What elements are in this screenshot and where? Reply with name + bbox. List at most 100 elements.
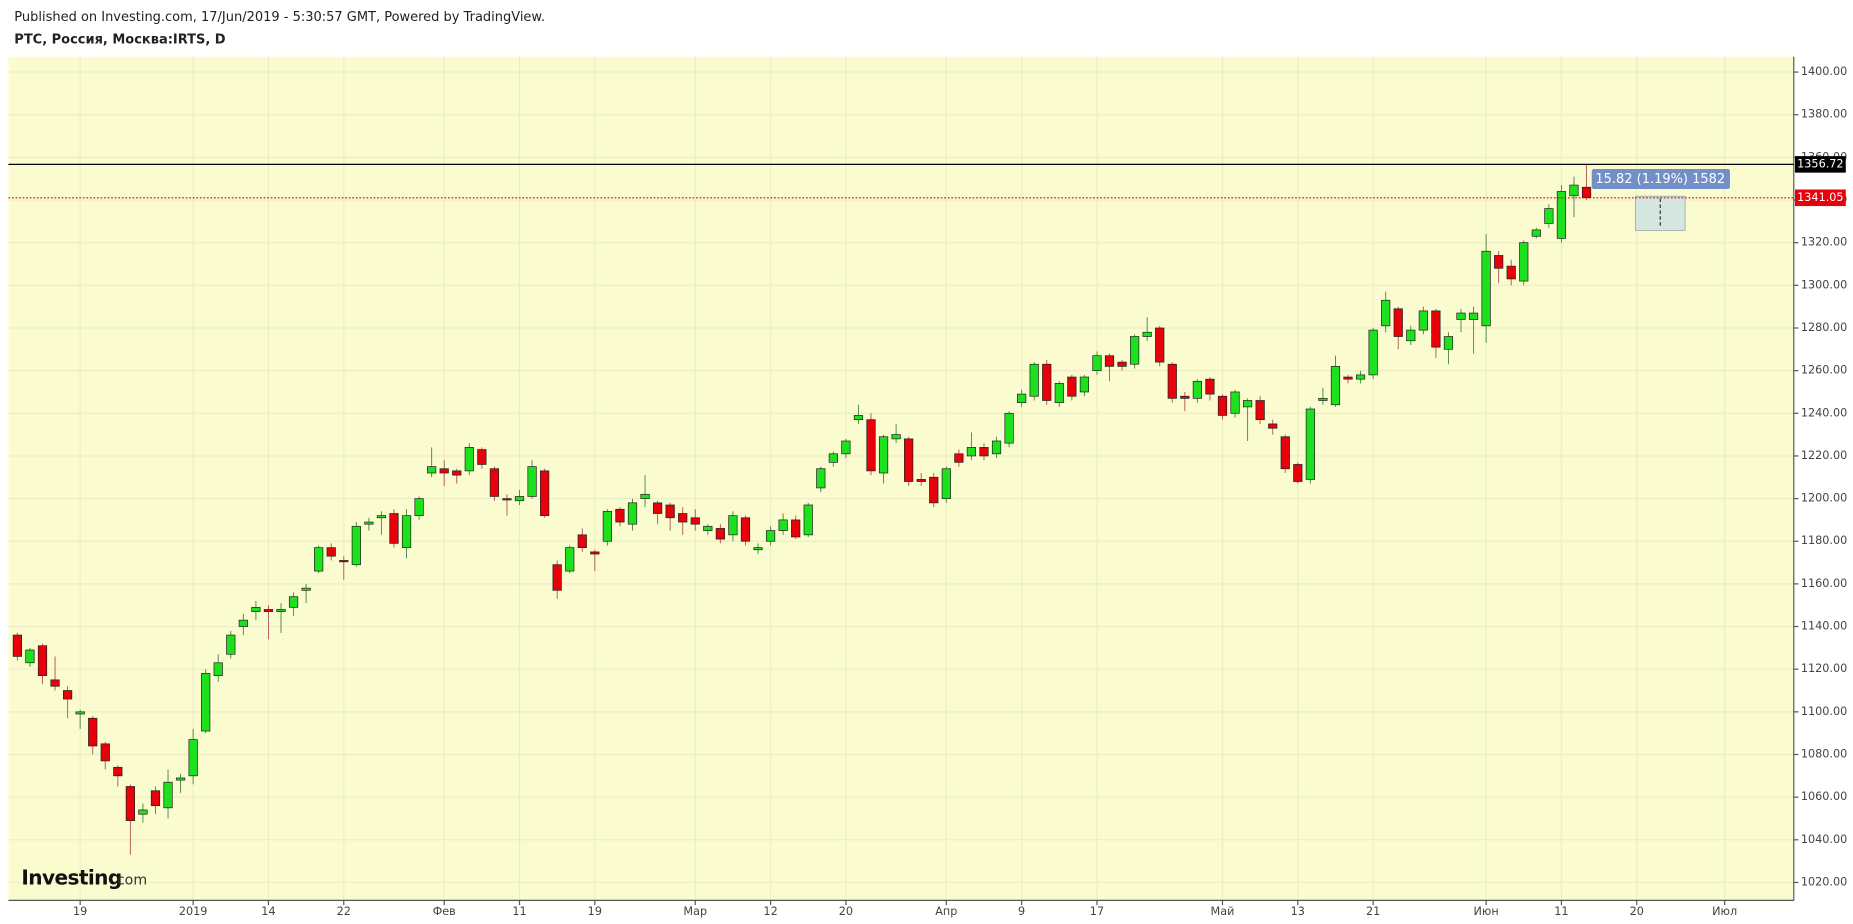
- candle-body: [452, 470, 462, 476]
- y-tick-label: 1160.00: [1801, 577, 1847, 590]
- candle-body: [590, 551, 600, 555]
- candle-body: [439, 468, 449, 474]
- high-price-label: 1356.72: [1797, 157, 1843, 170]
- candle-body: [401, 515, 412, 548]
- y-tick-label: 1380.00: [1801, 108, 1847, 121]
- y-tick-label: 1060.00: [1801, 790, 1847, 803]
- candle-body: [703, 525, 713, 531]
- candle-body: [1343, 376, 1353, 380]
- candle-body: [841, 440, 851, 455]
- candle-body: [979, 447, 989, 457]
- candle-body: [678, 513, 688, 523]
- candle-body: [263, 609, 274, 612]
- candle-body: [1581, 186, 1592, 199]
- candle-body: [1519, 242, 1529, 282]
- candle-body: [916, 479, 926, 482]
- logo-brand: Investing: [21, 866, 121, 890]
- plot-area: [8, 56, 1794, 901]
- y-tick-label: 1320.00: [1801, 236, 1847, 249]
- candle-body: [552, 564, 562, 591]
- candle-body: [1167, 363, 1177, 399]
- x-tick-label: 21: [1366, 905, 1380, 918]
- logo-suffix: .com: [112, 872, 147, 888]
- candle-body: [1494, 255, 1504, 269]
- y-tick-label: 1040.00: [1801, 833, 1847, 846]
- candle-body: [715, 528, 725, 540]
- candle-body: [376, 515, 387, 519]
- candle-body: [904, 438, 914, 482]
- candle-body: [640, 493, 650, 499]
- x-tick-label: 2019: [179, 905, 208, 918]
- candle-body: [853, 415, 864, 421]
- candle-body: [1393, 308, 1403, 337]
- candle-body: [540, 470, 550, 517]
- candle-body: [1443, 336, 1454, 350]
- candle-body: [62, 690, 73, 700]
- y-tick-label: 1120.00: [1801, 662, 1847, 675]
- candle-body: [1556, 191, 1567, 239]
- x-tick-label: Мар: [683, 905, 707, 918]
- candle-body: [464, 447, 474, 472]
- x-tick-label: 20: [1630, 905, 1644, 918]
- candle-body: [175, 777, 186, 781]
- last-price-box: [1794, 189, 1846, 207]
- candle-body: [163, 781, 173, 809]
- candle-body: [326, 547, 336, 557]
- x-tick-label: 11: [512, 905, 526, 918]
- x-tick-label: 9: [1018, 905, 1025, 918]
- candle-body: [1531, 229, 1541, 237]
- candle-body: [816, 468, 826, 489]
- candle-body: [1293, 464, 1303, 482]
- candle-body: [615, 508, 625, 523]
- candle-body: [1569, 184, 1579, 197]
- candle-body: [728, 515, 738, 536]
- last-price-label: 1341.05: [1797, 191, 1843, 204]
- candle-body: [1130, 336, 1140, 365]
- x-tick-label: 22: [337, 905, 351, 918]
- candle-body: [514, 496, 525, 502]
- published-note: Published on Investing.com, 17/Jun/2019 …: [14, 10, 545, 25]
- y-tick-label: 1200.00: [1801, 492, 1847, 505]
- candle-body: [427, 466, 437, 474]
- x-tick-label: Май: [1211, 905, 1235, 918]
- candle-body: [1155, 327, 1165, 363]
- candle-body: [1230, 391, 1240, 414]
- candle-body: [1042, 363, 1052, 401]
- candle-body: [1330, 366, 1341, 406]
- x-tick-label: 20: [839, 905, 853, 918]
- candle-body: [1067, 376, 1077, 397]
- candle-body: [765, 530, 776, 542]
- candle-body: [527, 466, 537, 497]
- candle-body: [1506, 265, 1516, 280]
- candle-body: [238, 619, 248, 627]
- candle-body: [1318, 398, 1328, 401]
- candle-body: [1079, 376, 1090, 393]
- candle-body: [1117, 361, 1127, 367]
- candle-body: [201, 673, 211, 732]
- candle-body: [351, 525, 361, 566]
- y-tick-label: 1260.00: [1801, 364, 1847, 377]
- candle-body: [301, 587, 311, 591]
- y-tick-label: 1020.00: [1801, 875, 1847, 888]
- candle-body: [1029, 363, 1039, 397]
- candle-body: [577, 534, 587, 548]
- candle-body: [1431, 310, 1441, 348]
- y-tick-label: 1300.00: [1801, 278, 1847, 291]
- x-tick-label: Июн: [1474, 905, 1499, 918]
- candle-body: [251, 606, 261, 612]
- candle-body: [1481, 250, 1491, 327]
- candle-body: [1280, 436, 1290, 470]
- candle-body: [565, 547, 575, 572]
- candle-body: [778, 519, 788, 531]
- x-tick-label: 12: [763, 905, 777, 918]
- candle-body: [276, 609, 286, 612]
- x-tick-label: 14: [261, 905, 275, 918]
- candle-body: [828, 453, 838, 463]
- candle-body: [991, 440, 1002, 455]
- candle-body: [690, 517, 700, 525]
- candle-body: [627, 502, 638, 525]
- candle-body: [477, 449, 487, 465]
- candle-body: [753, 547, 763, 551]
- candle-body: [1205, 378, 1215, 395]
